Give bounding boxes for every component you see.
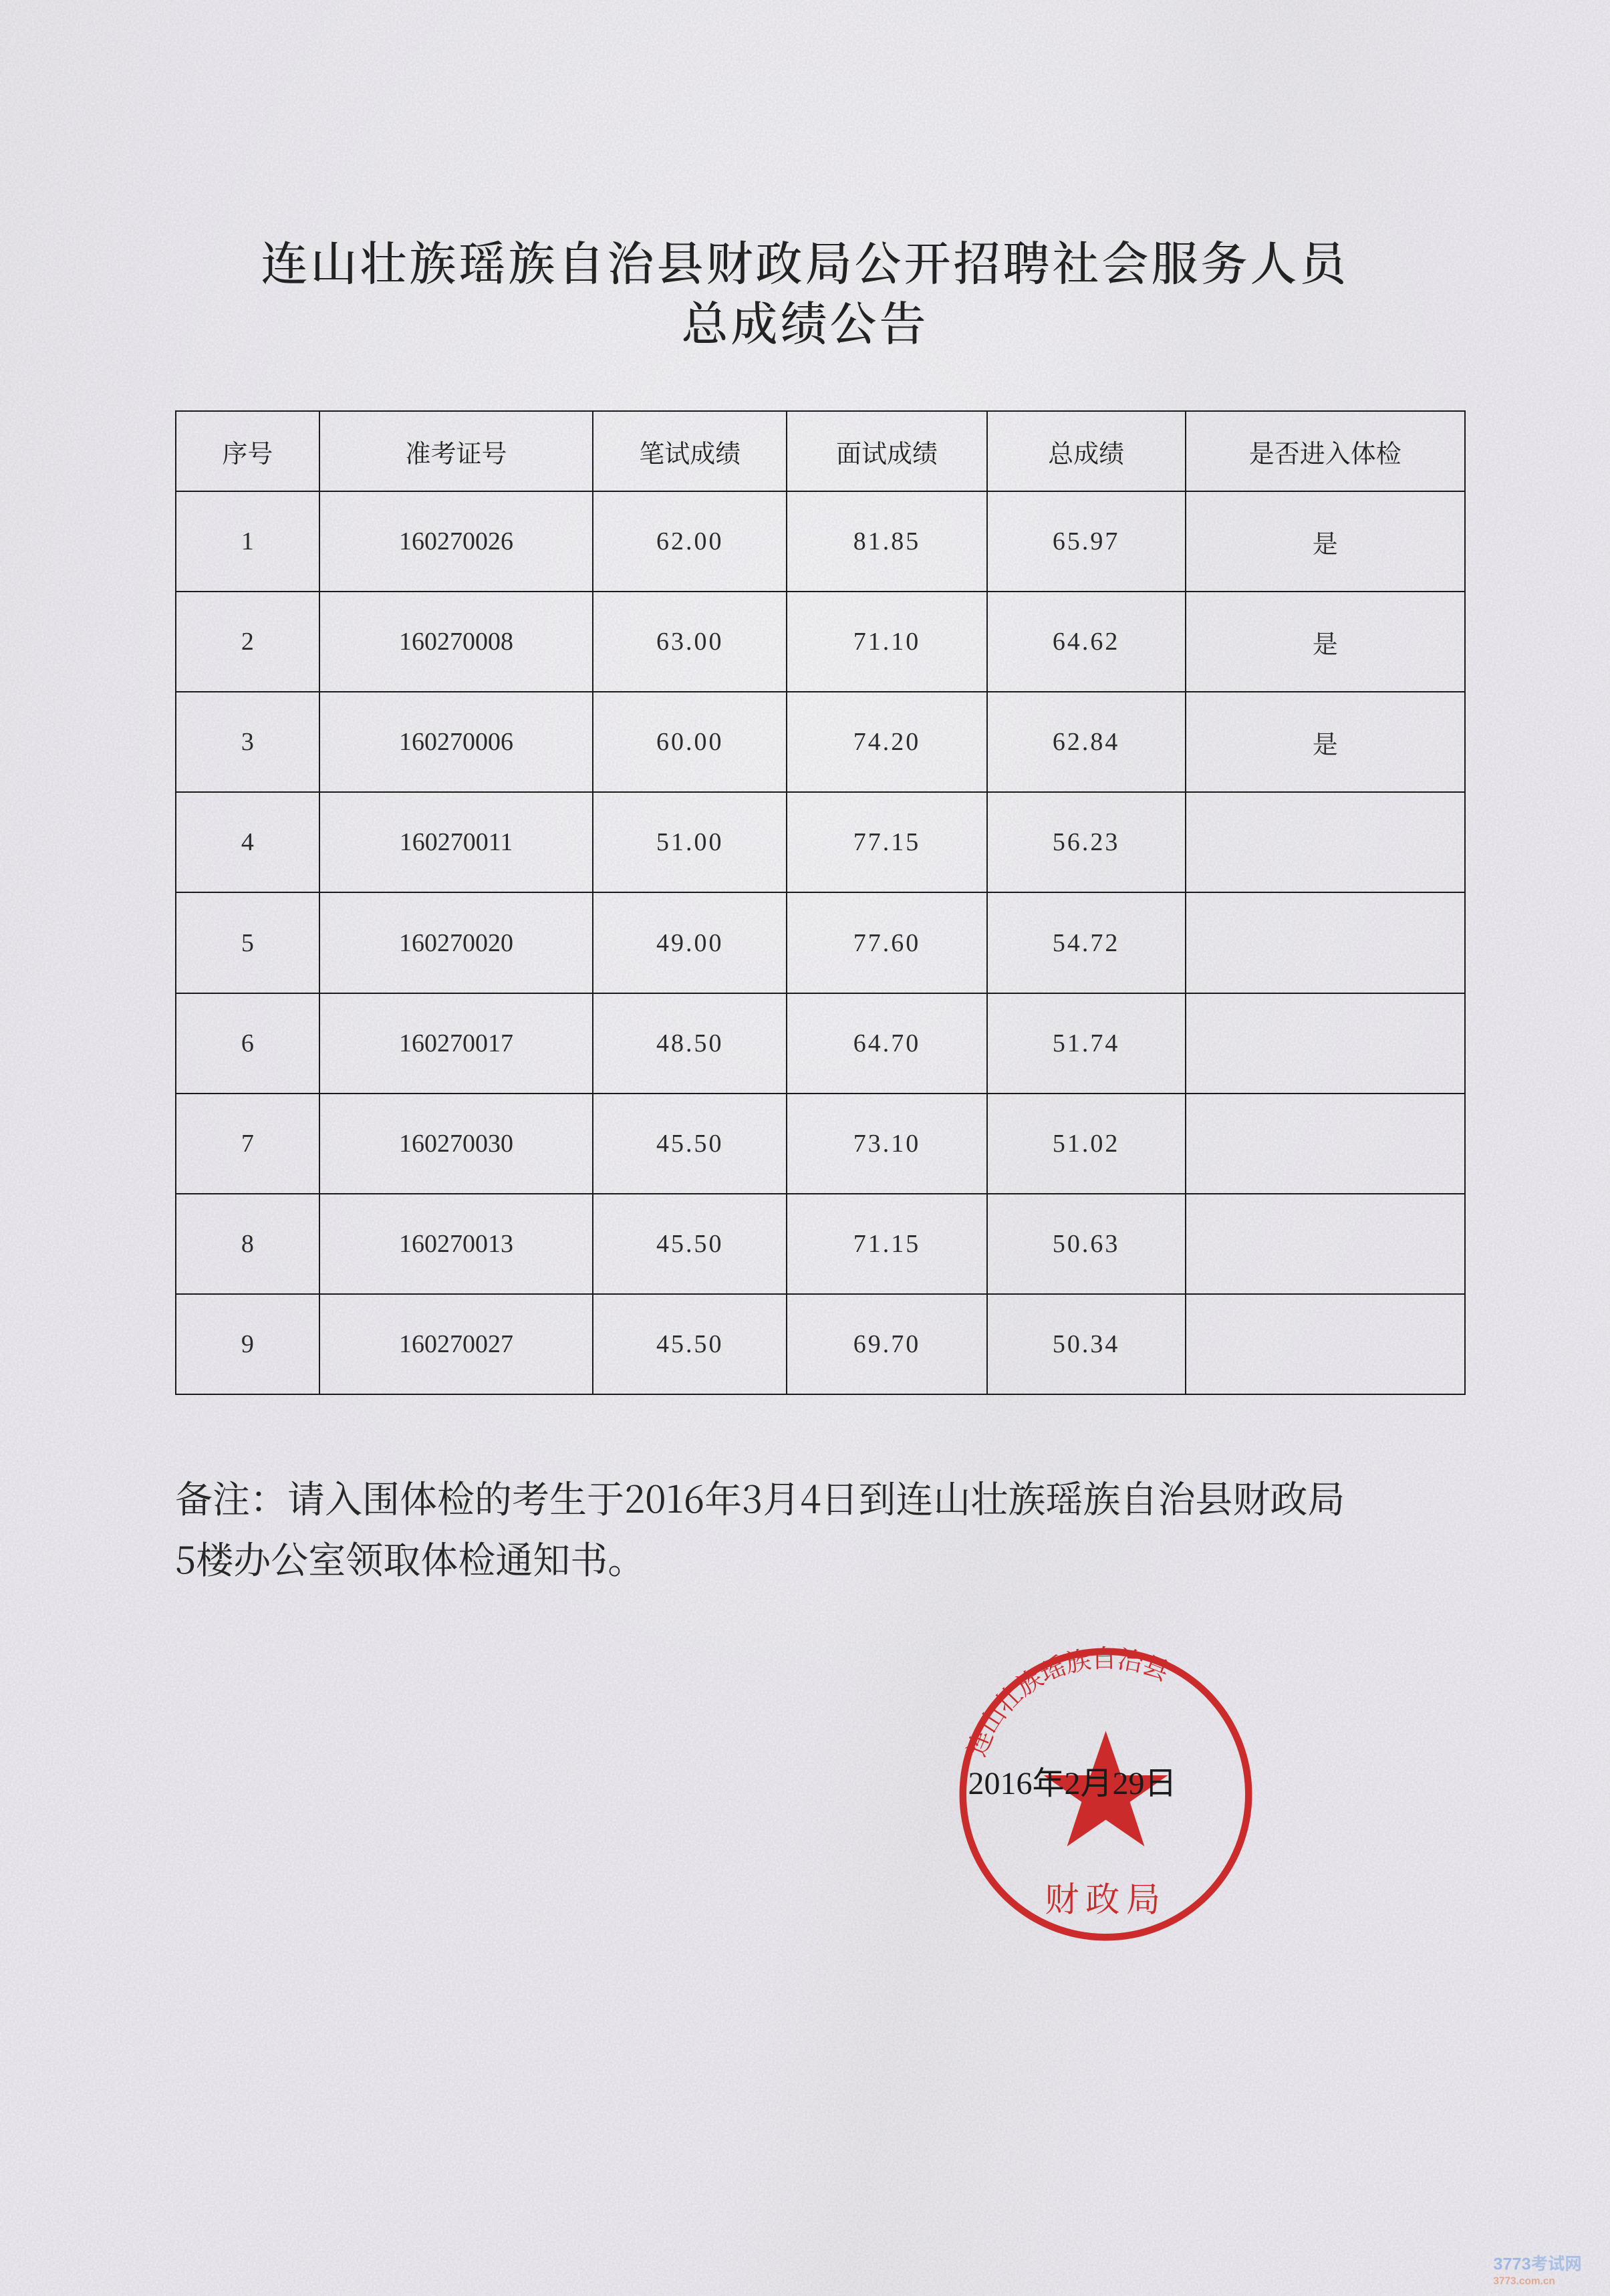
svg-text:财政局: 财政局	[1045, 1872, 1166, 1921]
svg-text:3773考试网: 3773考试网	[1493, 2252, 1581, 2275]
svg-text:3773.com.cn: 3773.com.cn	[1493, 2275, 1555, 2287]
svg-text:连山壮族瑶族自治县: 连山壮族瑶族自治县	[956, 1638, 1175, 1761]
